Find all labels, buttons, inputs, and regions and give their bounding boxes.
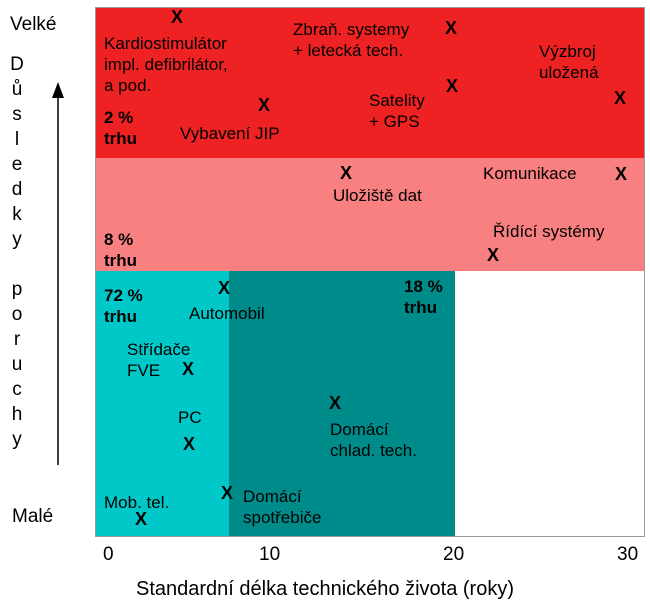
marker-automobil: X bbox=[218, 278, 231, 298]
marker-pc: X bbox=[183, 434, 196, 454]
y-title-letter bbox=[8, 252, 26, 277]
zone-high-consequence bbox=[95, 7, 645, 160]
x-axis-title: Standardní délka technického života (rok… bbox=[136, 578, 514, 600]
label-vyzbroj: Výzbroj uložená bbox=[539, 42, 599, 82]
x-tick-20: 20 bbox=[443, 544, 465, 565]
zone-low-long-life bbox=[229, 271, 455, 536]
label-vybaveni-jip: Vybavení JIP bbox=[180, 124, 280, 143]
y-title-letter: o bbox=[11, 304, 23, 325]
y-title-letter: c bbox=[12, 379, 22, 400]
y-title-letter: y bbox=[12, 429, 22, 450]
label-satelity: Satelity + GPS bbox=[369, 91, 425, 131]
label-automobil: Automobil bbox=[189, 304, 265, 323]
marker-mob-tel: X bbox=[135, 509, 148, 529]
label-chlad: Domácí chlad. tech. bbox=[330, 420, 417, 460]
marker-spotrebice: X bbox=[221, 483, 234, 503]
y-axis-title: D ů s l e d k y p o r u c h y bbox=[8, 52, 26, 452]
label-zbrane: Zbraň. systemy + letecká tech. bbox=[293, 20, 410, 60]
y-title-letter: p bbox=[11, 279, 23, 300]
y-title-letter: u bbox=[11, 354, 23, 375]
marker-komunikace: X bbox=[615, 164, 628, 184]
y-title-letter: D bbox=[10, 54, 24, 75]
marker-kardiostimulator: X bbox=[171, 7, 184, 27]
label-mob-tel: Mob. tel. bbox=[104, 493, 170, 512]
share-low-short: 72 % trhu bbox=[104, 286, 143, 326]
marker-ridici-systemy: X bbox=[487, 245, 500, 265]
marker-satelity: X bbox=[446, 76, 459, 96]
y-title-letter: l bbox=[14, 129, 20, 150]
y-title-letter: d bbox=[11, 179, 23, 200]
label-uloziste: Uložiště dat bbox=[333, 186, 422, 205]
zone-low-short-life bbox=[96, 271, 229, 536]
x-tick-10: 10 bbox=[259, 544, 281, 565]
x-tick-30: 30 bbox=[617, 544, 639, 565]
marker-chlad: X bbox=[329, 393, 342, 413]
y-title-letter: e bbox=[11, 154, 23, 175]
label-spotrebice: Domácí spotřebiče bbox=[243, 487, 322, 527]
label-kardiostimulator: Kardiostimulátor impl. defibrilátor, a p… bbox=[104, 34, 228, 95]
marker-zbrane: X bbox=[445, 18, 458, 38]
y-title-letter: h bbox=[11, 404, 23, 425]
share-high: 2 % trhu bbox=[104, 108, 138, 148]
y-axis-top-label: Velké bbox=[10, 14, 57, 35]
label-ridici-systemy: Řídící systémy bbox=[493, 222, 605, 241]
y-title-letter: r bbox=[13, 329, 21, 350]
marker-vybaveni-jip: X bbox=[258, 95, 271, 115]
marker-uloziste: X bbox=[340, 163, 353, 183]
y-title-letter: y bbox=[12, 229, 22, 250]
zone-medium-consequence bbox=[95, 158, 645, 272]
x-tick-0: 0 bbox=[103, 544, 114, 565]
y-title-letter: k bbox=[12, 204, 22, 225]
y-axis-bottom-label: Malé bbox=[12, 506, 54, 527]
y-title-letter: s bbox=[12, 104, 22, 125]
label-pc: PC bbox=[178, 408, 202, 427]
label-stridace: Střídače FVE bbox=[127, 340, 191, 380]
share-medium: 8 % trhu bbox=[104, 230, 138, 270]
y-title-letter: ů bbox=[11, 79, 23, 100]
marker-stridace: X bbox=[182, 359, 195, 379]
label-komunikace: Komunikace bbox=[483, 164, 577, 183]
share-low-long: 18 % trhu bbox=[404, 277, 443, 317]
marker-vyzbroj: X bbox=[614, 88, 627, 108]
y-axis-arrow bbox=[52, 82, 64, 465]
